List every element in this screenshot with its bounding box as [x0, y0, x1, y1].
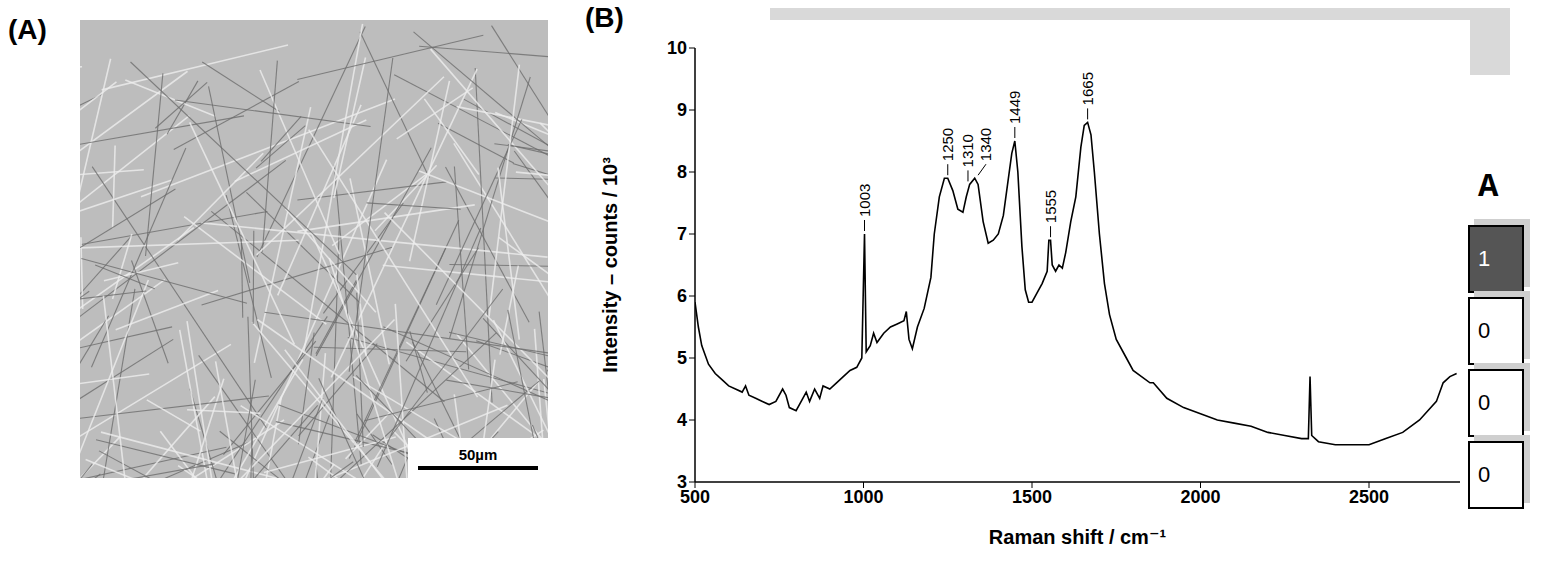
svg-text:1340: 1340	[977, 128, 994, 161]
svg-text:2000: 2000	[1180, 487, 1220, 507]
svg-text:3: 3	[677, 472, 687, 492]
html-text:(A): (A)	[8, 14, 47, 45]
svg-text:1250: 1250	[939, 128, 956, 161]
svg-text:4: 4	[677, 410, 687, 430]
html-text:0: 0	[1478, 318, 1491, 343]
svg-text:8: 8	[677, 162, 687, 182]
svg-text:6: 6	[677, 286, 687, 306]
html-text:0: 0	[1478, 390, 1491, 415]
svg-text:1555: 1555	[1042, 190, 1059, 223]
html-text:(B): (B)	[585, 2, 624, 33]
svg-text:1000: 1000	[843, 487, 883, 507]
svg-text:2500: 2500	[1349, 487, 1389, 507]
svg-text:Raman shift / cm⁻¹: Raman shift / cm⁻¹	[989, 526, 1167, 548]
html-text:A: A	[1478, 168, 1499, 206]
svg-text:50µm: 50µm	[459, 446, 498, 463]
html-text:0: 0	[1478, 462, 1491, 487]
html-text:1: 1	[1478, 246, 1491, 271]
svg-text:1665: 1665	[1079, 72, 1096, 105]
svg-text:10: 10	[667, 38, 687, 58]
svg-text:5: 5	[677, 348, 687, 368]
svg-text:500: 500	[680, 486, 710, 507]
svg-text:9: 9	[677, 100, 687, 120]
svg-text:1003: 1003	[856, 184, 873, 217]
svg-text:1500: 1500	[1012, 487, 1052, 507]
svg-text:1449: 1449	[1006, 91, 1023, 124]
svg-text:Intensity – counts / 10³: Intensity – counts / 10³	[600, 157, 621, 373]
svg-text:1310: 1310	[959, 134, 976, 167]
svg-text:7: 7	[677, 224, 687, 244]
